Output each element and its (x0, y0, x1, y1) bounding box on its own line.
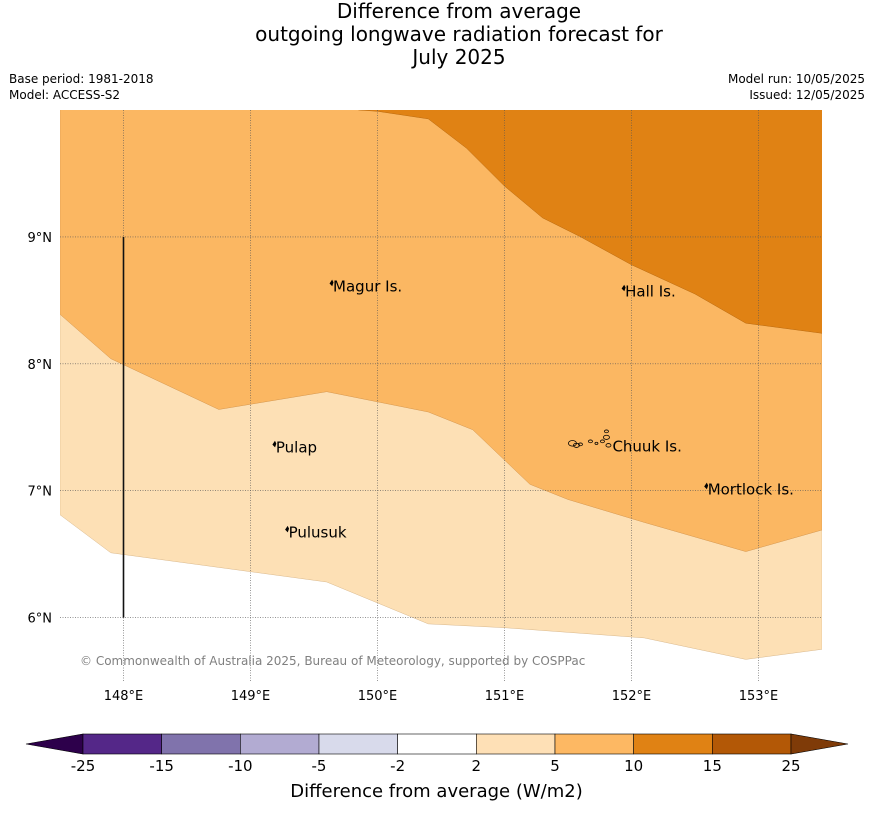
island-outline (578, 442, 583, 447)
colorbar-segment (397, 733, 477, 755)
island-outline (604, 429, 609, 434)
colorbar-tick-label: 5 (550, 757, 560, 775)
colorbar-segment (554, 733, 634, 755)
chart-title: Difference from average outgoing longwav… (0, 0, 873, 69)
island-outline (621, 284, 626, 292)
colorbar-tick-label: -10 (228, 757, 253, 775)
colorbar-tick-label: 25 (781, 757, 800, 775)
colorbar-segment (161, 733, 241, 755)
title-line-3: July 2025 (412, 45, 506, 69)
place-label: Pulusuk (289, 524, 347, 542)
lat-tick-label: 9°N (28, 231, 53, 246)
lon-tick-label: 151°E (485, 689, 525, 704)
colorbar-extend-max (790, 733, 849, 755)
copyright-text: © Commonwealth of Australia 2025, Bureau… (80, 654, 585, 668)
title-line-1: Difference from average (336, 0, 582, 23)
chuuk-islands-outline (568, 429, 612, 448)
colorbar-tick-label: -15 (149, 757, 174, 775)
meta-right: Model run: 10/05/2025 Issued: 12/05/2025 (728, 71, 865, 103)
lon-tick-label: 149°E (231, 689, 271, 704)
map-features: Magur Is. Hall Is. Pulap Chuuk Is. Mortlock … (80, 236, 794, 668)
colorbar-segment (318, 733, 398, 755)
contour-band-10-to-15 (358, 110, 822, 334)
colorbar-tick-label: 10 (624, 757, 643, 775)
island-outline (594, 441, 599, 445)
lon-tick-label: 150°E (358, 689, 398, 704)
model-run-text: Model run: 10/05/2025 (727, 72, 865, 86)
place-label: Pulap (276, 439, 317, 457)
colorbar-segment (712, 733, 792, 755)
colorbar-tick-label: -5 (312, 757, 327, 775)
place-label: Hall Is. (625, 283, 676, 301)
meta-left: Base period: 1981-2018 Model: ACCESS-S2 (9, 71, 154, 103)
island-outline (603, 434, 610, 440)
place-label: Mortlock Is. (708, 480, 794, 498)
colorbar-tick-label: -2 (390, 757, 405, 775)
colorbar-label: Difference from average (W/m2) (290, 781, 583, 802)
colorbar-extend-min (25, 733, 84, 755)
colorbar-segment (633, 733, 713, 755)
colorbar: -25 -15 -10 -5 -2 2 5 10 15 25 (25, 733, 849, 775)
island-outline (605, 443, 612, 448)
lon-tick-label: 153°E (739, 689, 779, 704)
colorbar-segment (476, 733, 556, 755)
island-outline (600, 439, 605, 444)
lat-tick-label: 8°N (28, 358, 53, 373)
model-text: Model: ACCESS-S2 (9, 88, 121, 102)
lat-tick-label: 7°N (28, 485, 53, 500)
colorbar-tick-label: 2 (472, 757, 482, 775)
title-line-2: outgoing longwave radiation forecast for (255, 22, 663, 46)
colorbar-segment (240, 733, 320, 755)
colorbar-segment (82, 733, 162, 755)
base-period-text: Base period: 1981-2018 (9, 72, 154, 86)
lon-tick-label: 148°E (104, 689, 144, 704)
island-outline (285, 525, 290, 533)
place-label: Magur Is. (333, 277, 402, 295)
colorbar-tick-label: -25 (71, 757, 96, 775)
contour-fills (60, 110, 822, 681)
island-outline (272, 440, 277, 448)
island-outline (329, 279, 334, 287)
colorbar-tick-label: 15 (703, 757, 722, 775)
map-tick-labels: 148°E 149°E 150°E 151°E 152°E 153°E 6°N 7°N 8°N 9… (28, 231, 779, 704)
lon-tick-label: 152°E (612, 689, 652, 704)
lat-tick-label: 6°N (28, 612, 53, 627)
issued-text: Issued: 12/05/2025 (749, 88, 865, 102)
island-outline (588, 439, 593, 444)
place-label: Chuuk Is. (612, 437, 681, 455)
island-outline (704, 482, 709, 490)
